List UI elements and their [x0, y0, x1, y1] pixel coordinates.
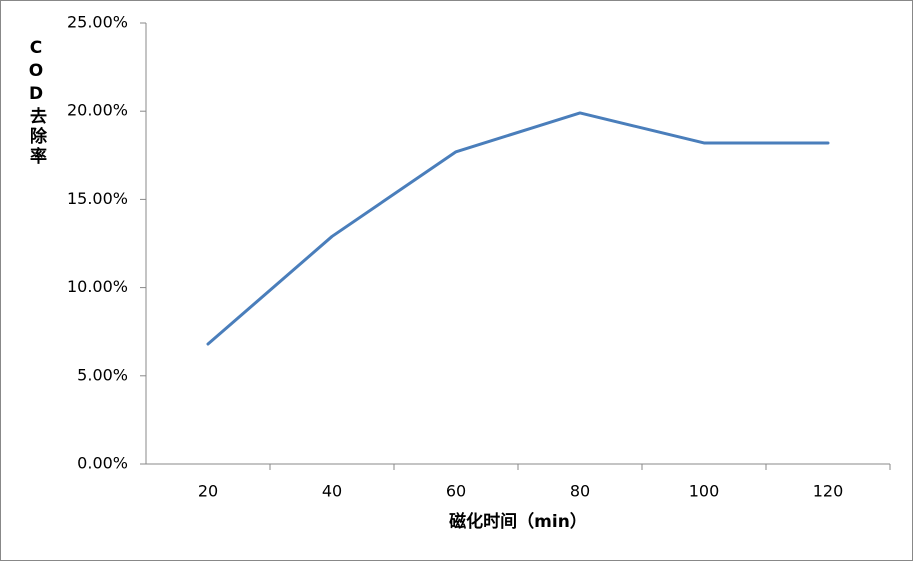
y-tick-label: 20.00% [67, 101, 128, 120]
line [206, 111, 830, 346]
x-tick-label: 40 [322, 482, 342, 501]
y-tick-label: 15.00% [67, 189, 128, 208]
y-tick-label: 0.00% [77, 454, 128, 473]
y-tick-label: 10.00% [67, 277, 128, 296]
x-tick-label: 60 [446, 482, 466, 501]
x-tick-label: 80 [570, 482, 590, 501]
x-tick-label: 100 [689, 482, 720, 501]
y-tick-label: 25.00% [67, 13, 128, 32]
y-axis-title: COD去除率 [26, 38, 46, 167]
x-tick-label: 20 [198, 482, 218, 501]
x-axis-title: 磁化时间（min） [449, 511, 587, 532]
y-tick-label: 5.00% [77, 365, 128, 384]
x-tick-label: 120 [813, 482, 844, 501]
